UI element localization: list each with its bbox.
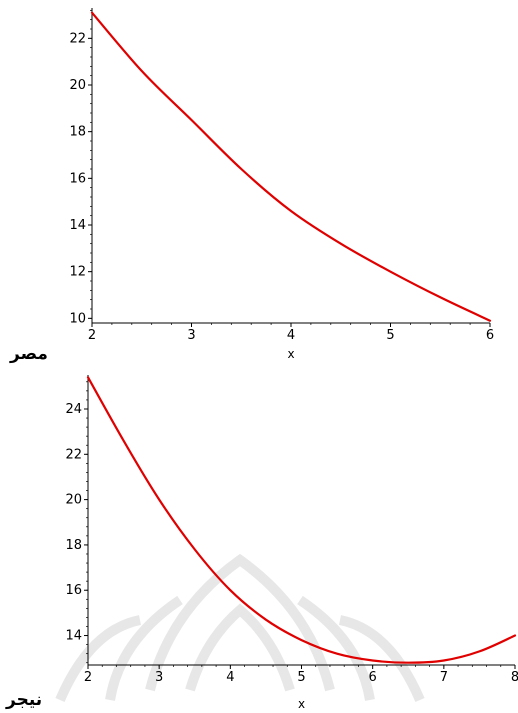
y-tick-label: 10 [69,311,86,326]
x-tick-label: 4 [287,328,295,343]
x-tick-label: 4 [226,670,234,685]
y-tick-label: 12 [69,265,86,280]
y-tick-label: 16 [65,583,82,598]
y-tick-label: 22 [65,447,82,462]
series-line [86,376,517,664]
caption-niger: نيجر [6,690,43,710]
x-tick-label: 5 [386,328,394,343]
x-tick-label: 6 [369,670,377,685]
x-axis-title: x [287,347,294,361]
x-tick-label: 2 [88,328,96,343]
x-tick-label: 8 [511,670,518,685]
y-tick-label: 20 [69,78,86,93]
caption-egypt: مصر [10,344,48,364]
chart-bottom: 14 16 18 20 22 24 2 3 4 5 6 7 8 x [65,375,518,711]
y-tick-label: 24 [65,402,82,417]
y-tick-label: 20 [65,493,82,508]
x-tick-label: 3 [155,670,163,685]
x-tick-label: 2 [84,670,92,685]
x-tick-label: 5 [297,670,305,685]
x-axis-title: x [298,697,305,711]
y-tick-label: 14 [69,218,86,233]
y-tick-label: 18 [65,538,82,553]
x-tick-label: 3 [187,328,195,343]
x-tick-label: 6 [486,328,494,343]
x-tick-label: 7 [440,670,448,685]
y-tick-label: 16 [69,171,86,186]
y-tick-label: 22 [69,31,86,46]
y-tick-label: 18 [69,125,86,140]
y-tick-label: 14 [65,629,82,644]
series-line [90,11,492,322]
